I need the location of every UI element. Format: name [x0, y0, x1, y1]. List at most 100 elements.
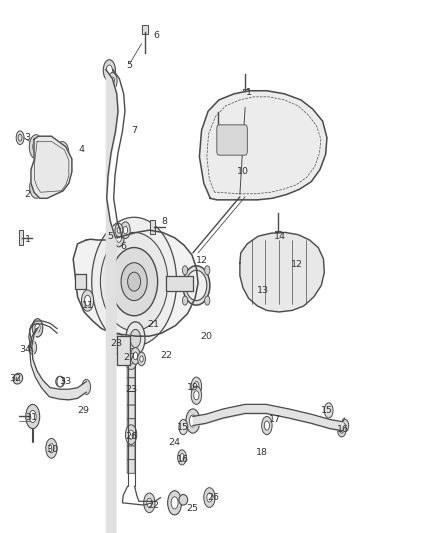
- Circle shape: [264, 421, 269, 430]
- FancyBboxPatch shape: [127, 459, 135, 473]
- Ellipse shape: [183, 266, 210, 305]
- Circle shape: [144, 493, 155, 513]
- Text: 22: 22: [160, 351, 172, 360]
- Circle shape: [125, 425, 137, 445]
- Text: 34: 34: [19, 345, 32, 354]
- Text: 32: 32: [9, 374, 21, 383]
- Text: 11: 11: [81, 301, 94, 310]
- Circle shape: [82, 379, 91, 394]
- FancyBboxPatch shape: [127, 378, 135, 391]
- Circle shape: [194, 382, 199, 391]
- Circle shape: [179, 419, 187, 434]
- FancyBboxPatch shape: [127, 391, 135, 405]
- Circle shape: [216, 129, 220, 138]
- Circle shape: [57, 376, 63, 387]
- Text: 10: 10: [237, 167, 249, 176]
- Text: 19: 19: [187, 383, 199, 392]
- Ellipse shape: [100, 232, 168, 331]
- Circle shape: [46, 439, 57, 458]
- Circle shape: [128, 353, 134, 364]
- Text: 26: 26: [125, 432, 137, 441]
- Polygon shape: [19, 230, 23, 245]
- Circle shape: [204, 488, 215, 507]
- Text: 26: 26: [208, 493, 220, 502]
- Circle shape: [112, 333, 124, 354]
- Ellipse shape: [186, 270, 207, 301]
- Polygon shape: [31, 136, 72, 198]
- Circle shape: [300, 259, 311, 277]
- Text: 5: 5: [127, 61, 133, 70]
- Text: 9: 9: [216, 130, 222, 139]
- Text: 12: 12: [196, 256, 208, 265]
- Text: 14: 14: [274, 232, 286, 241]
- FancyBboxPatch shape: [127, 405, 135, 419]
- Circle shape: [339, 425, 344, 433]
- Text: 15: 15: [321, 406, 333, 415]
- Text: 16: 16: [337, 425, 349, 434]
- Text: 13: 13: [257, 286, 268, 295]
- Text: 24: 24: [169, 438, 180, 447]
- Ellipse shape: [111, 247, 158, 316]
- Circle shape: [242, 262, 253, 281]
- Circle shape: [244, 266, 251, 277]
- Polygon shape: [142, 26, 148, 34]
- Text: 17: 17: [268, 415, 281, 424]
- Circle shape: [115, 338, 121, 349]
- Ellipse shape: [13, 373, 23, 384]
- Circle shape: [108, 72, 117, 89]
- Circle shape: [114, 229, 124, 247]
- Circle shape: [128, 430, 134, 439]
- Text: 16: 16: [177, 455, 189, 464]
- Circle shape: [29, 135, 43, 159]
- Text: 27: 27: [124, 353, 136, 362]
- Ellipse shape: [56, 376, 64, 387]
- Circle shape: [32, 319, 43, 337]
- Circle shape: [205, 266, 210, 275]
- Polygon shape: [215, 124, 221, 130]
- Text: 7: 7: [131, 126, 137, 135]
- Circle shape: [56, 142, 69, 164]
- Polygon shape: [166, 276, 193, 290]
- Circle shape: [205, 296, 210, 305]
- Text: 5: 5: [107, 232, 113, 241]
- FancyBboxPatch shape: [127, 419, 135, 432]
- Circle shape: [126, 322, 145, 355]
- Polygon shape: [214, 126, 222, 141]
- Circle shape: [232, 169, 248, 197]
- Circle shape: [194, 391, 199, 400]
- Circle shape: [178, 450, 186, 465]
- Text: 29: 29: [77, 406, 89, 415]
- Circle shape: [59, 148, 65, 158]
- Circle shape: [189, 415, 196, 427]
- Circle shape: [180, 454, 184, 461]
- Circle shape: [35, 324, 40, 333]
- Circle shape: [30, 175, 43, 198]
- Circle shape: [106, 65, 113, 76]
- Text: 12: 12: [291, 260, 304, 269]
- FancyBboxPatch shape: [217, 125, 247, 155]
- Circle shape: [49, 444, 54, 453]
- Circle shape: [133, 352, 138, 360]
- Polygon shape: [75, 274, 86, 289]
- Circle shape: [33, 141, 40, 153]
- Polygon shape: [243, 89, 248, 96]
- Text: 28: 28: [111, 340, 123, 348]
- FancyBboxPatch shape: [127, 446, 135, 459]
- Circle shape: [147, 498, 152, 507]
- Polygon shape: [150, 220, 155, 234]
- Circle shape: [130, 329, 141, 348]
- Circle shape: [314, 269, 320, 279]
- Circle shape: [26, 405, 40, 429]
- Ellipse shape: [179, 495, 187, 505]
- Circle shape: [103, 60, 116, 81]
- Text: 31: 31: [25, 414, 37, 423]
- Circle shape: [116, 233, 121, 243]
- Circle shape: [324, 403, 333, 418]
- Circle shape: [117, 227, 120, 233]
- Circle shape: [123, 227, 127, 234]
- Polygon shape: [240, 232, 324, 312]
- Circle shape: [16, 131, 24, 144]
- Text: 25: 25: [186, 504, 198, 513]
- Text: 6: 6: [120, 241, 126, 251]
- Circle shape: [110, 77, 115, 85]
